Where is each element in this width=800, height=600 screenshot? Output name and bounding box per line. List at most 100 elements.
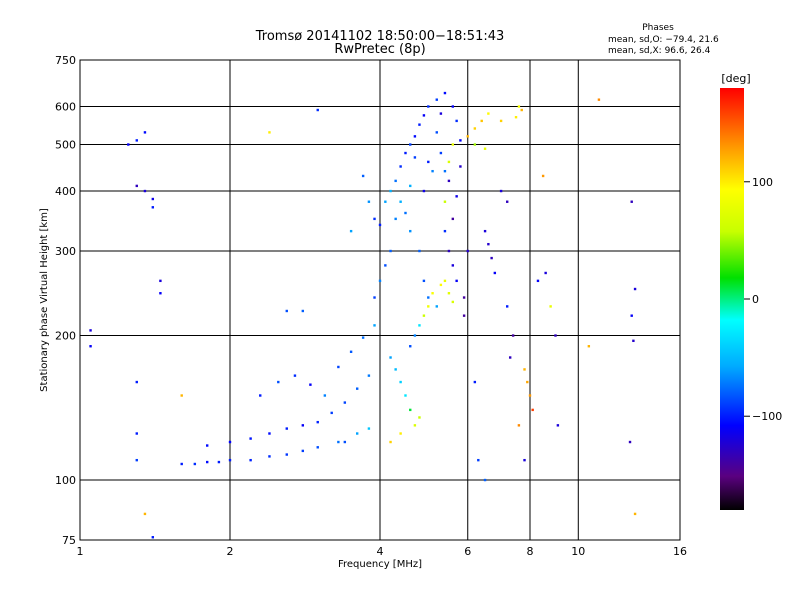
data-point <box>373 217 376 221</box>
data-point <box>89 345 92 348</box>
data-point <box>556 424 560 427</box>
data-point <box>384 200 387 203</box>
data-point <box>143 512 147 516</box>
data-point <box>373 296 376 299</box>
data-point <box>378 279 382 283</box>
data-point <box>355 432 359 435</box>
data-point <box>455 195 458 198</box>
y-tick-label: 200 <box>55 330 76 343</box>
data-point <box>443 229 447 233</box>
y-tick-label: 75 <box>62 534 76 547</box>
data-point <box>384 264 387 267</box>
data-point <box>447 249 451 253</box>
data-point <box>466 135 469 138</box>
data-point <box>413 156 417 159</box>
data-point <box>228 440 232 444</box>
data-point <box>462 296 466 299</box>
stats-line-x: mean, sd,X: 96.6, 26.4 <box>608 46 711 56</box>
data-point <box>447 179 451 183</box>
x-tick-label: 2 <box>227 545 234 558</box>
data-point <box>323 394 327 397</box>
data-point <box>439 283 443 287</box>
data-point <box>526 380 529 384</box>
data-point <box>462 314 466 317</box>
data-point <box>399 165 402 168</box>
data-point <box>443 169 447 173</box>
data-point <box>451 143 455 146</box>
data-point <box>180 394 183 397</box>
data-point <box>418 123 421 126</box>
data-point <box>451 217 455 221</box>
data-point <box>418 416 421 419</box>
data-point <box>483 478 487 482</box>
data-point <box>483 229 487 233</box>
data-point <box>431 292 434 295</box>
data-point <box>89 329 92 332</box>
data-point <box>409 408 412 412</box>
data-point <box>404 211 407 215</box>
x-tick-label: 16 <box>673 545 687 558</box>
data-point <box>135 458 138 462</box>
colorbar <box>720 88 744 510</box>
data-point <box>451 105 455 108</box>
data-point <box>480 119 483 123</box>
data-point <box>394 368 397 371</box>
data-point <box>404 151 407 155</box>
data-point <box>399 432 402 435</box>
data-point <box>422 189 426 193</box>
grid-lines <box>80 60 680 540</box>
data-point <box>435 131 438 134</box>
data-point <box>413 334 417 337</box>
data-point <box>151 197 155 201</box>
data-point <box>159 292 162 295</box>
data-point <box>459 139 462 142</box>
data-point <box>493 271 497 275</box>
data-point <box>554 334 557 337</box>
data-point <box>435 305 438 308</box>
data-point <box>301 309 305 313</box>
x-axis-ticks: 1 2 4 6 8 10 16 <box>77 545 688 558</box>
data-point <box>422 314 426 317</box>
data-point <box>378 223 382 227</box>
data-point <box>597 98 601 101</box>
data-point <box>477 458 480 462</box>
data-point <box>455 279 458 283</box>
data-point <box>301 424 305 427</box>
data-point <box>268 455 271 458</box>
y-tick-label: 750 <box>55 54 76 67</box>
data-point <box>361 336 365 339</box>
data-point <box>499 189 503 193</box>
data-point <box>549 305 552 308</box>
data-point <box>633 512 637 516</box>
data-point <box>483 147 487 150</box>
data-point <box>514 116 518 119</box>
data-point <box>541 174 545 178</box>
data-point <box>367 200 371 203</box>
data-point <box>159 279 162 283</box>
data-point <box>404 394 407 397</box>
colorbar-tick-label: 0 <box>752 293 759 306</box>
data-point <box>143 189 147 193</box>
data-point <box>389 249 392 253</box>
data-point <box>343 401 347 404</box>
data-point <box>473 127 477 130</box>
data-point <box>447 292 451 295</box>
data-point <box>431 169 434 173</box>
data-point <box>427 160 430 164</box>
data-point <box>490 256 493 260</box>
data-point <box>217 460 221 464</box>
colorbar-tick-label: 100 <box>752 176 773 189</box>
colorbar-ticks: −100 0 100 <box>744 176 782 423</box>
data-point <box>277 380 280 384</box>
data-point <box>523 458 526 462</box>
data-point <box>517 105 521 108</box>
data-point <box>451 300 455 304</box>
data-point <box>487 112 490 115</box>
y-tick-label: 300 <box>55 245 76 258</box>
data-point <box>205 444 209 447</box>
data-point <box>193 462 197 466</box>
x-tick-label: 6 <box>464 545 471 558</box>
data-point <box>285 309 288 313</box>
data-points <box>89 91 637 539</box>
data-point <box>487 242 490 246</box>
